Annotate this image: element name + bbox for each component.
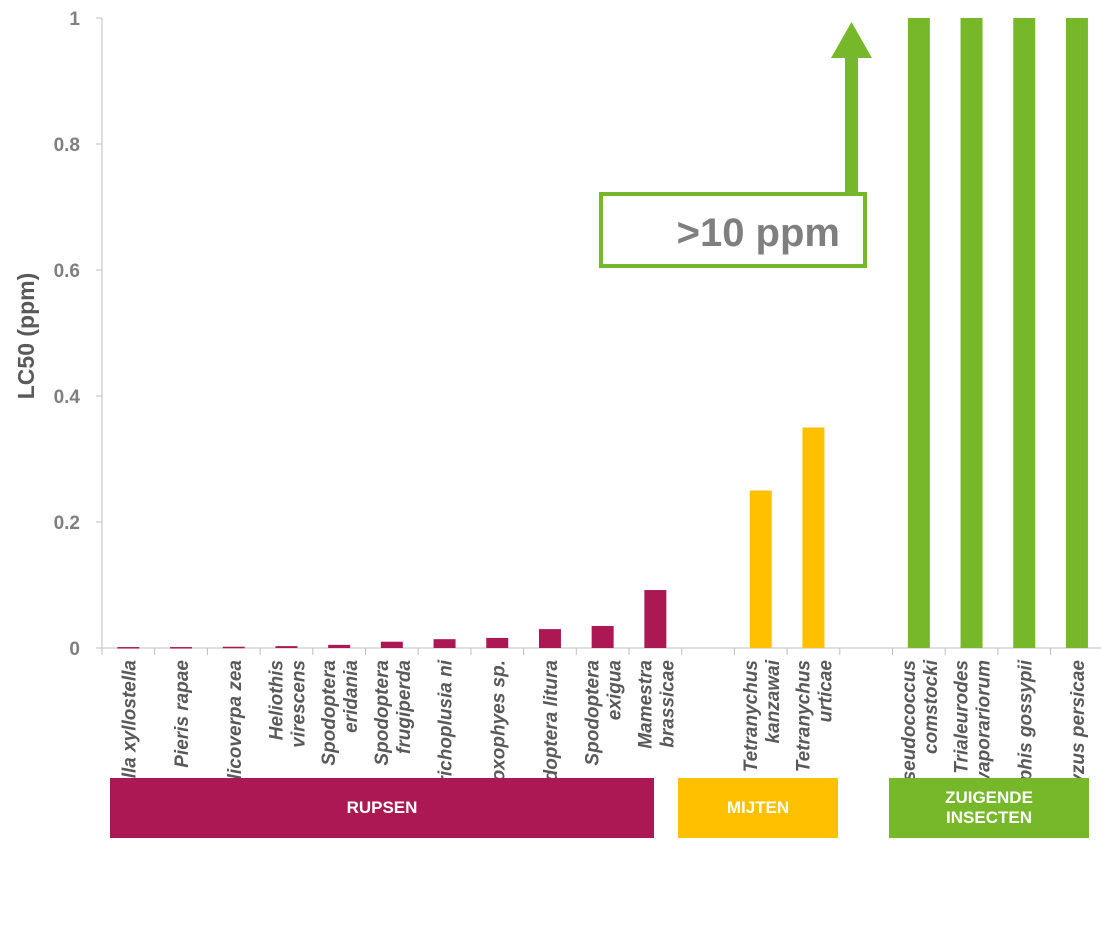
bar [802,427,825,648]
category-label: Myzus persicae [1068,660,1089,801]
category-label-line: Aphis gossypii [1015,659,1036,796]
category-label-line: virescens [288,660,309,748]
category-label: Trichoplusia ni [436,659,457,795]
bar [433,639,456,648]
category-label-line: urticae [815,660,836,723]
category-labels: Plutella xyllostella Pieris rapae Helicove… [119,659,1089,824]
category-label: Spodoptera frugiperda [372,660,415,766]
category-label: Pieris rapae [172,660,193,768]
category-label: Heliothis virescens [266,660,309,748]
category-label: Tetranychus kanzawai [741,659,784,772]
callout: >10 ppm [599,22,872,268]
y-tick-label: 0 [69,639,80,660]
category-label: Mamestra brassicae [635,660,678,749]
category-label: Tetranychus urticae [793,660,836,773]
category-label: Spodoptera litura [541,660,562,818]
category-label-line: Spodoptera [372,660,393,766]
y-tick-label: 0.6 [54,261,80,282]
bar [538,629,561,648]
category-label-line: Spodoptera [319,660,340,766]
category-label: Pseudococcus comstocki [899,659,942,794]
bar [117,647,140,649]
category-label: Spodoptera exigua [583,660,626,766]
category-label-line: Spodoptera litura [541,660,562,818]
category-label-line: Tetranychus [741,660,762,772]
category-label-line: exigua [605,660,626,721]
y-axis-label: LC50 (ppm) [13,273,39,400]
category-label-line: comstocki [921,659,942,754]
category-label-line: Trialeurodes [952,660,973,774]
y-tick-label: 0.4 [54,387,81,408]
callout-box [599,192,867,268]
bar [749,490,772,648]
category-label-line: Myzus persicae [1068,660,1089,801]
category-label-line: Adoxophyes sp. [488,660,509,808]
category-label: Helicoverpa zea [225,660,246,804]
category-label-line: frugiperda [394,660,415,754]
category-label-line: eridania [341,660,362,733]
bar [1065,18,1088,648]
callout-text: >10 ppm [677,211,840,255]
category-label-line: Heliothis [266,660,287,740]
bar [380,641,403,648]
category-label-line: Tetranychus [793,660,814,772]
axes: 0 0.2 0.4 0.6 0.8 1 [54,9,1101,660]
category-label: Adoxophyes sp. [488,660,509,808]
bar [960,18,983,648]
category-label-line: Trichoplusia ni [436,659,457,795]
category-label-line: Pieris rapae [172,660,193,768]
group-box-zuigende-insecten: ZUIGENDE INSECTEN [889,778,1089,838]
y-tick-label: 1 [69,9,80,30]
bars [117,18,1088,649]
group-box-mijten: MIJTEN [678,778,838,838]
bar [275,646,298,648]
category-label-line: Pseudococcus [899,660,920,794]
category-label-line: Spodoptera [583,660,604,766]
bar [907,18,930,648]
category-label-line: kanzawai [763,659,784,743]
bar [1013,18,1036,648]
bar [222,646,245,649]
bar [644,590,667,648]
callout-arrow [831,22,872,196]
bar [486,637,509,648]
category-label: Aphis gossypii [1015,659,1036,796]
bar [170,647,193,649]
category-label-line: vaporariorum [974,660,995,783]
category-label: Spodoptera eridania [319,660,362,766]
category-label: Trialeurodes vaporariorum [952,660,995,783]
bar [328,644,351,648]
bar [591,625,614,648]
y-tick-label: 0.2 [54,513,80,534]
category-label-line: Helicoverpa zea [225,660,246,804]
group-box-rupsen: RUPSEN [110,778,654,838]
category-label-line: brassicae [657,660,678,748]
category-label-line: Mamestra [635,660,656,749]
y-tick-label: 0.8 [54,135,80,156]
